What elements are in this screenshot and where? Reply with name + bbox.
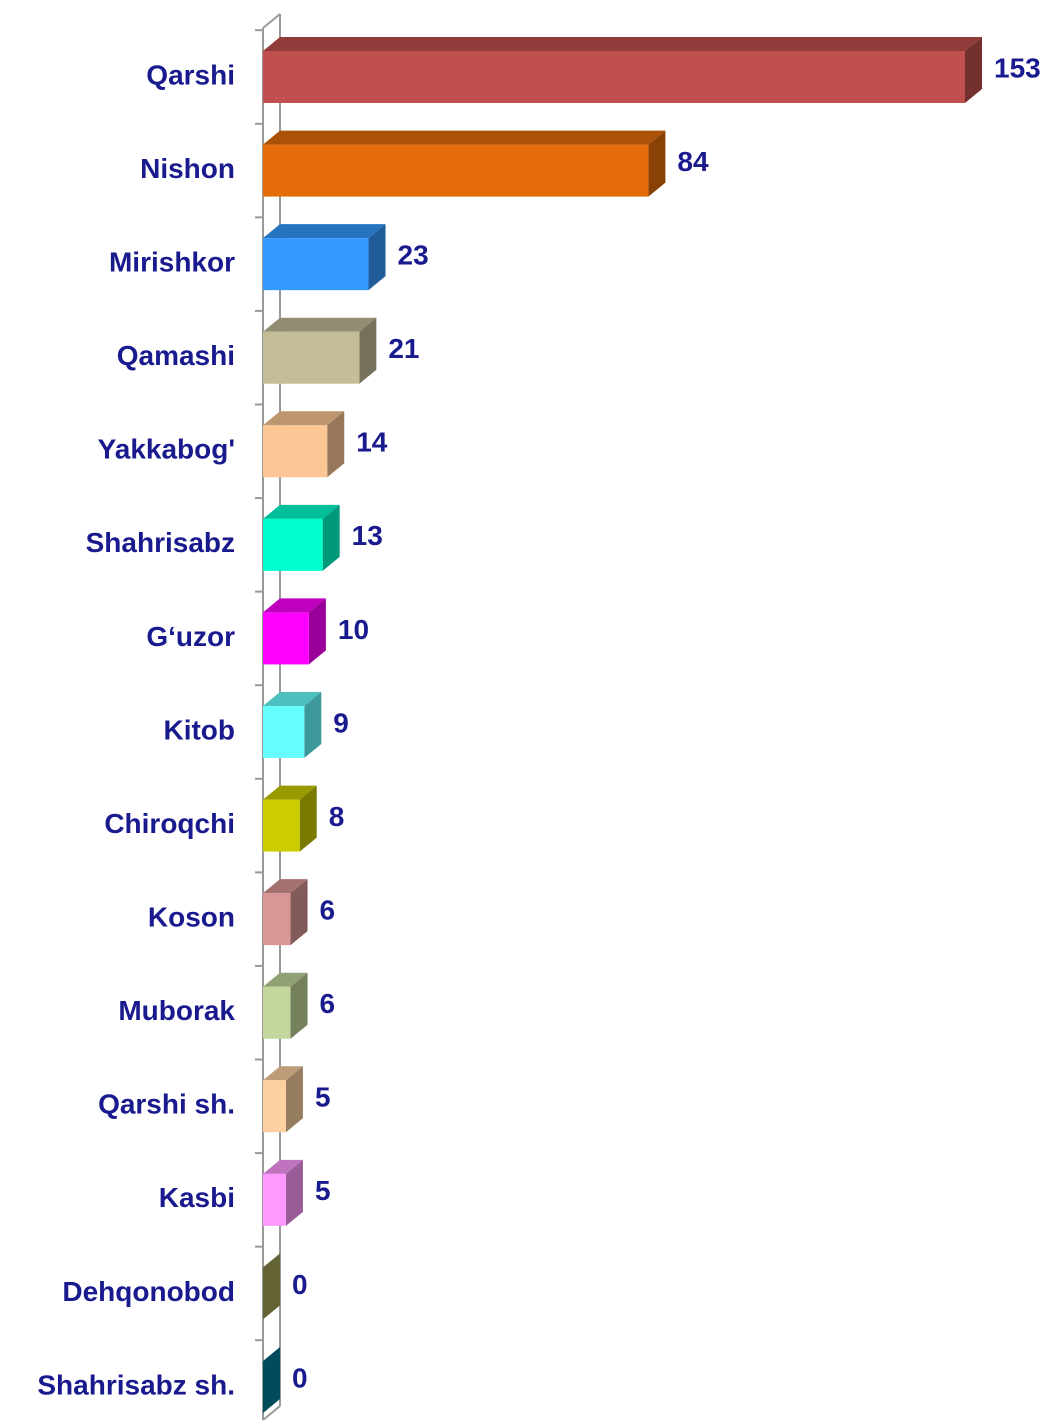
bar-side	[290, 972, 308, 1039]
bar-side	[285, 1066, 303, 1133]
bar-top	[263, 37, 982, 51]
bar-top	[263, 504, 340, 519]
value-label: 8	[329, 801, 345, 832]
bar-side	[322, 504, 340, 571]
bar-side	[648, 130, 666, 197]
category-label: Muborak	[118, 995, 235, 1026]
value-label: 13	[352, 520, 383, 551]
bar-side	[263, 1253, 280, 1320]
value-label: 6	[320, 988, 336, 1019]
bar	[263, 425, 328, 478]
bar-top	[263, 130, 666, 145]
bar	[263, 612, 309, 665]
value-label: 0	[292, 1269, 308, 1300]
bar-side	[263, 1347, 280, 1413]
bar-side	[327, 411, 345, 478]
value-label: 10	[338, 614, 369, 645]
bar	[263, 331, 360, 384]
bar-top	[263, 411, 345, 426]
bar	[263, 518, 323, 571]
bar	[263, 986, 291, 1039]
value-label: 0	[292, 1362, 308, 1393]
bar	[263, 893, 291, 946]
category-label: Qarshi sh.	[98, 1089, 235, 1120]
bar-top	[263, 598, 326, 613]
value-label: 21	[388, 333, 419, 364]
bar-side	[359, 317, 377, 384]
bar	[263, 51, 965, 103]
bar-side	[368, 224, 386, 291]
bar-side	[299, 785, 317, 852]
bar-side	[285, 1159, 303, 1226]
category-label: Kasbi	[159, 1182, 235, 1213]
bar-top	[263, 972, 308, 987]
category-label: Koson	[148, 902, 235, 933]
value-label: 5	[315, 1082, 331, 1113]
bar-top	[263, 692, 322, 706]
value-label: 9	[333, 707, 349, 738]
bar	[263, 1080, 286, 1133]
category-label: G‘uzor	[146, 621, 235, 652]
bar	[263, 799, 300, 852]
category-label: Qamashi	[117, 340, 235, 371]
category-label: Shahrisabz	[86, 527, 235, 558]
category-label: Shahrisabz sh.	[37, 1369, 235, 1400]
bar-side	[290, 879, 308, 946]
bar-top	[263, 1066, 303, 1081]
category-label: Chiroqchi	[104, 808, 235, 839]
bar-top	[263, 785, 317, 800]
category-label: Nishon	[140, 153, 235, 184]
bar	[263, 1173, 286, 1226]
bar-side	[308, 598, 326, 665]
axis-line	[262, 1405, 281, 1421]
bar	[263, 706, 305, 758]
category-label: Yakkabog'	[98, 434, 235, 465]
bar-side	[304, 692, 322, 758]
bar-top	[263, 224, 386, 239]
value-label: 14	[356, 427, 388, 458]
category-label: Qarshi	[146, 59, 235, 90]
category-label: Dehqonobod	[62, 1276, 235, 1307]
category-label: Mirishkor	[109, 247, 235, 278]
category-label: Kitob	[163, 714, 235, 745]
axis-line	[262, 13, 281, 29]
bar-side	[965, 37, 982, 103]
value-label: 5	[315, 1175, 331, 1206]
bar-top	[263, 879, 308, 894]
bar-top	[263, 1159, 303, 1174]
value-label: 23	[398, 240, 429, 271]
value-label: 84	[677, 146, 709, 177]
value-label: 153	[994, 52, 1041, 83]
bar	[263, 144, 649, 197]
value-label: 6	[320, 895, 336, 926]
bar	[263, 238, 369, 291]
bar-top	[263, 317, 377, 332]
